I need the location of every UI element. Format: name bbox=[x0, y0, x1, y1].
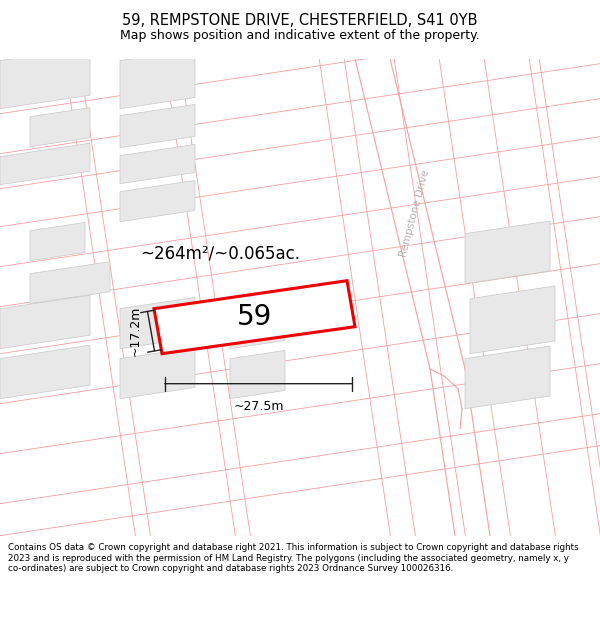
Polygon shape bbox=[120, 298, 195, 349]
Text: 59, REMPSTONE DRIVE, CHESTERFIELD, S41 0YB: 59, REMPSTONE DRIVE, CHESTERFIELD, S41 0… bbox=[122, 13, 478, 28]
Text: Rempstone Drive: Rempstone Drive bbox=[398, 169, 431, 258]
Polygon shape bbox=[120, 348, 195, 399]
Text: Map shows position and indicative extent of the property.: Map shows position and indicative extent… bbox=[120, 29, 480, 42]
Polygon shape bbox=[30, 107, 90, 147]
Polygon shape bbox=[120, 49, 195, 109]
Text: Contains OS data © Crown copyright and database right 2021. This information is : Contains OS data © Crown copyright and d… bbox=[8, 543, 578, 573]
Text: 59: 59 bbox=[237, 303, 272, 331]
Polygon shape bbox=[0, 345, 90, 399]
Polygon shape bbox=[470, 286, 555, 354]
Polygon shape bbox=[465, 221, 550, 284]
Polygon shape bbox=[230, 301, 285, 349]
Polygon shape bbox=[0, 143, 90, 185]
Polygon shape bbox=[465, 346, 550, 409]
Polygon shape bbox=[120, 181, 195, 222]
Text: ~17.2m: ~17.2m bbox=[128, 306, 142, 356]
Polygon shape bbox=[230, 351, 285, 399]
Polygon shape bbox=[154, 281, 355, 354]
Polygon shape bbox=[195, 299, 320, 339]
Polygon shape bbox=[0, 295, 90, 349]
Polygon shape bbox=[120, 104, 195, 148]
Polygon shape bbox=[30, 222, 85, 261]
Text: ~27.5m: ~27.5m bbox=[233, 400, 284, 412]
Polygon shape bbox=[0, 47, 90, 109]
Polygon shape bbox=[30, 262, 110, 304]
Polygon shape bbox=[120, 144, 195, 184]
Text: ~264m²/~0.065ac.: ~264m²/~0.065ac. bbox=[140, 244, 300, 262]
